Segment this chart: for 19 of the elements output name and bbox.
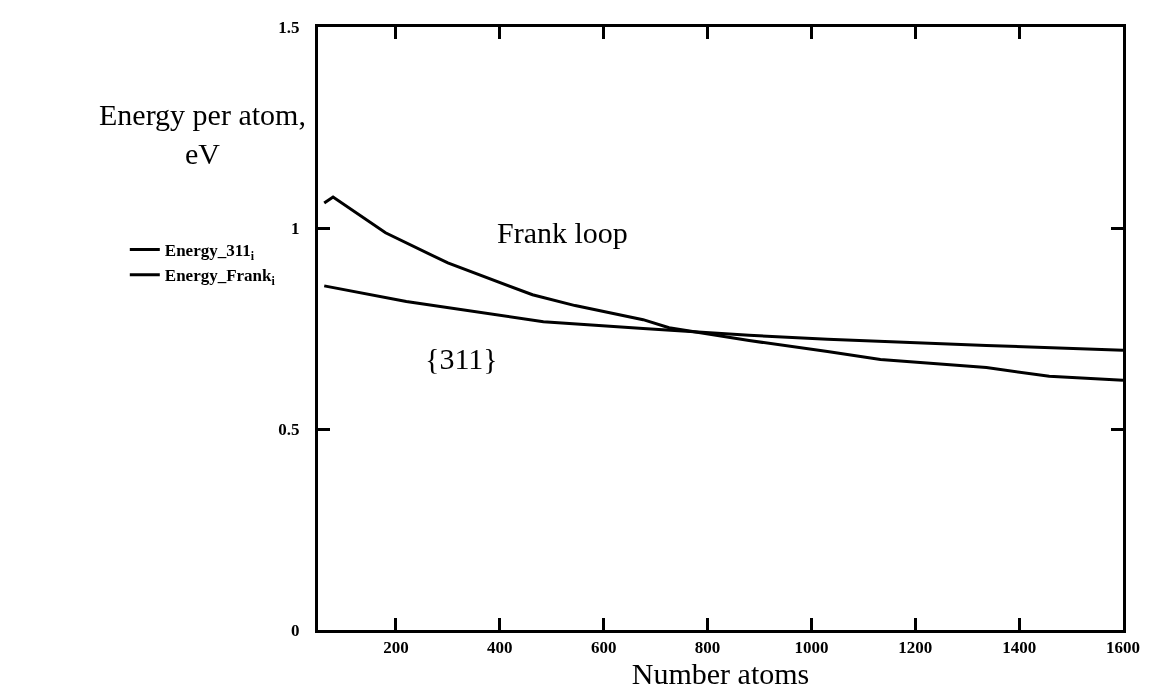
x-tick-label: 1600 [1106, 638, 1140, 658]
annotation: Frank loop [497, 216, 628, 249]
x-tick-label: 200 [383, 638, 409, 658]
y-axis-title: Energy per atom, eV [99, 98, 306, 170]
legend-label: Energy_Frank$_{i}$ [164, 266, 276, 288]
y-tick-label: 1 [291, 218, 300, 238]
y-tick-label: 0.5 [278, 419, 300, 439]
x-tick-label: 1000 [794, 638, 829, 658]
line-series [322, 195, 1123, 382]
annotation: {311} [425, 342, 498, 375]
x-axis-title: Number atoms [631, 657, 810, 691]
x-tick-label: 600 [590, 638, 617, 658]
y-tick-label: 0 [291, 620, 300, 640]
x-tick-label: 1400 [1002, 638, 1037, 658]
x-tick-label: 400 [487, 638, 513, 658]
x-tick-label: 800 [694, 638, 721, 658]
y-tick-label: 1.5 [278, 17, 300, 37]
x-tick-label: 1200 [898, 638, 933, 658]
legend-label: Energy_311$_{i}$ [164, 241, 255, 263]
